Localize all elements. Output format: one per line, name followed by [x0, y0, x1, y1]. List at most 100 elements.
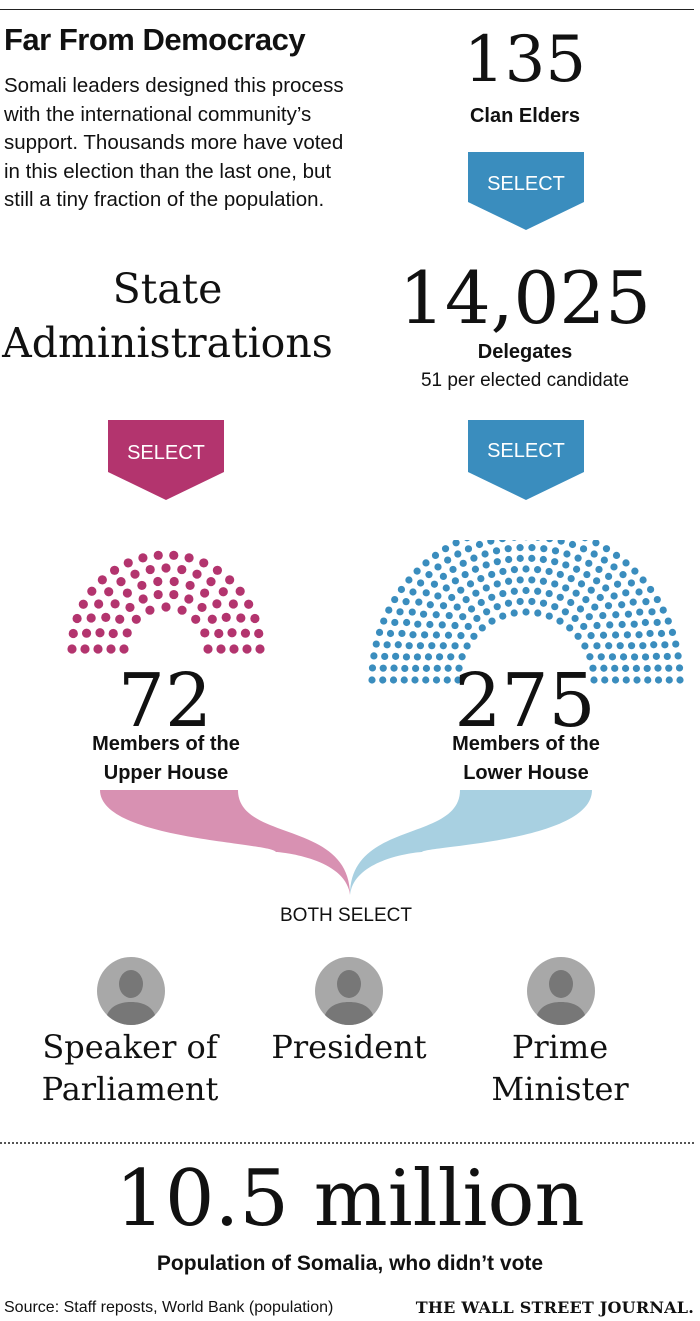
lower-house-seat: [516, 554, 524, 562]
upper-house-seat: [115, 614, 125, 624]
lower-house-seat: [591, 603, 599, 611]
lower-house-seat: [619, 571, 627, 579]
upper-house-seat: [184, 594, 194, 604]
state-administrations: State Administrations: [0, 262, 335, 370]
upper-house-seat: [229, 644, 239, 654]
lower-house-seat: [621, 664, 630, 672]
lower-house-seat: [441, 545, 450, 553]
select-arrow-state: SELECT: [108, 420, 224, 500]
lower-house-seat: [581, 642, 589, 650]
upper-house-seat: [86, 613, 96, 623]
upper-house-seat: [192, 569, 202, 579]
prime-minister-name-line-1: Prime: [511, 1028, 609, 1066]
lower-house-seat: [504, 545, 512, 553]
upper-house-seats: [67, 550, 265, 654]
lower-house-seat: [522, 565, 530, 573]
lower-house-seat: [545, 567, 553, 576]
lower-house-seat: [602, 584, 610, 592]
lower-house-seat: [654, 664, 662, 672]
lower-house-seat: [613, 580, 622, 588]
lower-house-seat: [425, 571, 433, 579]
lower-house-seat: [567, 575, 575, 583]
lower-house-seat: [482, 561, 490, 569]
population-value: 10.5 million: [115, 1154, 585, 1244]
lower-house-seat: [534, 566, 542, 574]
president-avatar: [290, 956, 408, 1026]
lower-house-seat: [405, 642, 413, 650]
upper-house-seat: [227, 628, 237, 638]
lower-house-seat: [672, 640, 680, 648]
lower-house-seat: [422, 664, 431, 672]
lower-house-seat: [428, 642, 436, 650]
lower-house-seat: [612, 611, 620, 619]
lower-house-seat: [445, 611, 453, 620]
lower-house-seat: [444, 556, 452, 564]
lower-house-seat: [663, 652, 671, 661]
select-arrow-delegates: SELECT: [468, 420, 584, 500]
lower-house-seat: [422, 676, 430, 684]
lower-house-seat: [641, 653, 650, 661]
lower-house-seat: [482, 584, 490, 592]
lower-house-seat: [417, 579, 425, 587]
lower-house-seat: [473, 614, 481, 623]
lower-house-seat: [534, 587, 542, 595]
lower-house-seat: [379, 664, 387, 672]
lower-house-seat: [471, 565, 480, 573]
lower-house-seat: [409, 588, 417, 596]
lower-house-seat: [528, 597, 536, 606]
lower-house-seat: [611, 631, 620, 639]
lower-house-seat: [398, 629, 406, 638]
lower-house-seat: [439, 572, 447, 581]
lower-house-seat: [454, 550, 462, 558]
lower-house-seat: [413, 653, 422, 661]
upper-house-seat: [206, 577, 216, 587]
speaker-avatar: [72, 956, 190, 1026]
lower-house-seat: [652, 652, 660, 660]
upper-house-seat: [244, 599, 254, 609]
lower-house-seat: [675, 664, 684, 672]
lower-house-seat: [601, 676, 609, 684]
lower-house-seat: [599, 611, 607, 620]
lower-house-seat: [504, 577, 513, 585]
speaker-name-line-1: Speaker of: [42, 1028, 218, 1066]
lower-house-seat: [408, 608, 416, 616]
lower-house-seat: [422, 559, 430, 567]
lower-house-seat: [414, 620, 422, 628]
lower-house-seat: [499, 567, 507, 576]
lower-house-seat: [556, 570, 564, 579]
lower-house-seat: [576, 605, 585, 613]
lower-house-seat: [458, 653, 466, 661]
lower-house-seat: [449, 565, 457, 574]
lower-house-seat: [487, 540, 495, 545]
arrow-shape: [468, 152, 584, 230]
lower-house-seat: [396, 608, 404, 616]
lower-house-seat: [556, 593, 564, 601]
upper-house-seat: [122, 628, 132, 638]
lower-house-seat: [470, 554, 478, 562]
population-label: Population of Somalia, who didn’t vote: [156, 1252, 544, 1275]
lower-house-seat: [434, 563, 442, 571]
lower-house-seat: [391, 595, 399, 604]
lower-house-seat: [539, 577, 548, 585]
lower-house-seat: [648, 608, 656, 616]
lower-house-seat: [510, 566, 518, 574]
lower-house-seat: [516, 544, 524, 552]
lower-house-seat: [639, 576, 647, 584]
lower-house-seat: [618, 601, 626, 609]
lower-house-seat: [379, 676, 387, 684]
lower-house-seat: [413, 567, 421, 575]
lower-house-seat: [590, 550, 598, 558]
lower-house-seat: [630, 653, 639, 661]
lower-house-seat: [664, 617, 672, 625]
lower-house-seat: [477, 598, 485, 607]
upper-house-seat: [191, 614, 201, 624]
lower-house-seat: [604, 602, 613, 610]
upper-house-seat: [161, 602, 171, 612]
lower-house-seat: [510, 587, 518, 595]
upper-house-label-line-1: Members of the: [92, 733, 240, 755]
lower-house-seat: [499, 589, 507, 598]
upper-house-seat: [228, 599, 238, 609]
lower-house-seat: [582, 595, 590, 604]
speaker-name: Speaker of Parliament: [20, 1026, 240, 1110]
lower-house-seat: [577, 580, 586, 588]
